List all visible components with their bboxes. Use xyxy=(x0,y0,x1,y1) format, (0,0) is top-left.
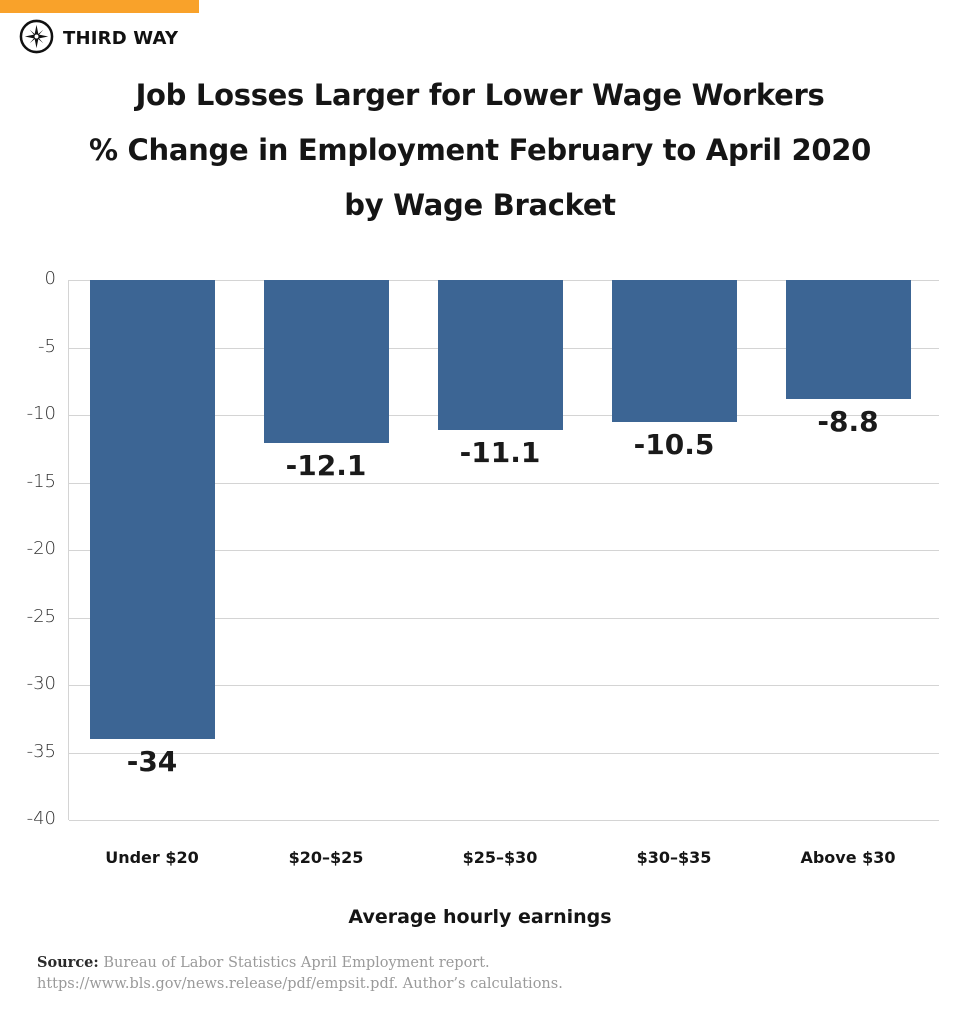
y-tick-label: -40 xyxy=(26,808,56,829)
y-tick-label: 0 xyxy=(44,268,56,289)
bar-value-label: -10.5 xyxy=(633,427,715,461)
gridline xyxy=(69,820,939,821)
x-tick-label: $25–$30 xyxy=(462,848,538,867)
chart-title-line-2: % Change in Employment February to April… xyxy=(88,133,871,167)
chart-title-line-3: by Wage Bracket xyxy=(344,188,616,222)
y-tick-label: -20 xyxy=(26,538,56,559)
source-note: Source: Bureau of Labor Statistics April… xyxy=(37,952,563,995)
source-label: Source: xyxy=(37,954,99,971)
gridline xyxy=(69,685,939,686)
gridline xyxy=(69,752,939,754)
bar-value-label: -11.1 xyxy=(459,435,541,469)
brand-accent-bar xyxy=(0,0,199,13)
y-tick-label: -15 xyxy=(26,470,56,492)
bar xyxy=(89,280,215,739)
bar xyxy=(785,280,911,399)
source-text-line-1: Bureau of Labor Statistics April Employm… xyxy=(103,955,490,971)
chart-title-line-1: Job Losses Larger for Lower Wage Workers xyxy=(135,78,825,112)
y-axis-line xyxy=(68,280,69,820)
y-tick-label: -5 xyxy=(38,335,56,357)
gridline xyxy=(69,617,939,619)
bar xyxy=(437,280,563,430)
y-tick-label: -30 xyxy=(26,673,56,694)
chart-title: Job Losses Larger for Lower Wage Workers… xyxy=(0,68,960,233)
x-axis-title: Average hourly earnings xyxy=(348,906,612,928)
bar-value-label: -12.1 xyxy=(285,449,367,483)
brand-logo: THIRD WAY xyxy=(19,19,179,58)
y-tick-label: -25 xyxy=(26,605,56,627)
source-text-line-2: https://www.bls.gov/news.release/pdf/emp… xyxy=(37,976,563,992)
brand-name: THIRD WAY xyxy=(63,27,179,49)
y-tick-label: -35 xyxy=(26,740,56,762)
gridline xyxy=(69,550,939,551)
gridline xyxy=(69,482,939,484)
compass-star-icon xyxy=(19,19,54,58)
bar-value-label: -8.8 xyxy=(817,404,879,438)
x-tick-label: Above $30 xyxy=(800,848,896,867)
x-tick-label: $30–$35 xyxy=(636,848,712,867)
bar xyxy=(263,280,389,444)
bar-value-label: -34 xyxy=(126,745,178,778)
bar xyxy=(611,280,737,422)
y-tick-label: -10 xyxy=(26,403,56,424)
x-tick-label: $20–$25 xyxy=(288,848,364,867)
x-tick-label: Under $20 xyxy=(105,848,199,867)
